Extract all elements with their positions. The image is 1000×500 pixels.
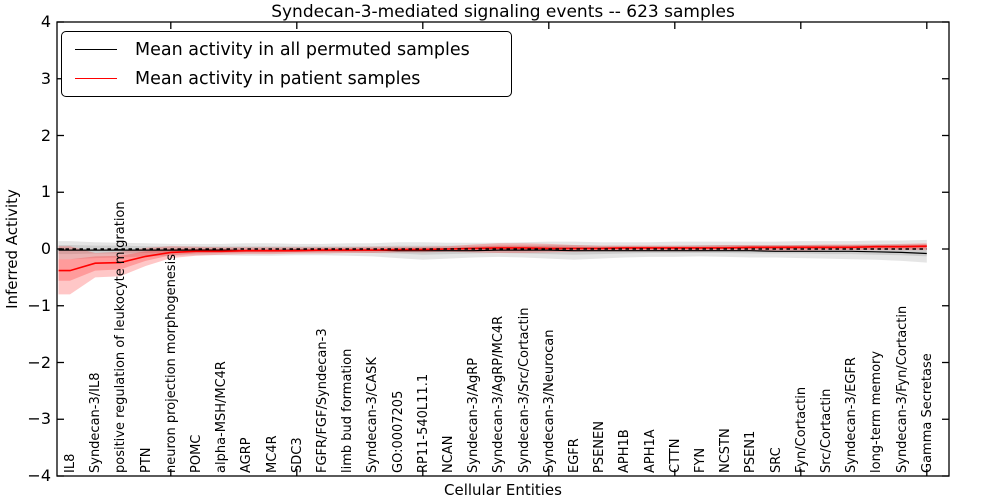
- x-tick-label: MC4R: [264, 435, 280, 473]
- legend-label-permuted: Mean activity in all permuted samples: [135, 39, 470, 60]
- chart-title: Syndecan-3-mediated signaling events -- …: [271, 2, 735, 22]
- x-tick-label: NCSTN: [718, 428, 734, 473]
- y-axis-label: Inferred Activity: [3, 189, 21, 309]
- y-tick-label: 0: [40, 239, 51, 258]
- x-tick-label: Syndecan-3/Fyn/Cortactin: [894, 305, 910, 473]
- patient-line-sample: [75, 78, 117, 79]
- x-tick-label: NCAN: [441, 435, 456, 473]
- x-tick-label: AGRP: [239, 437, 255, 473]
- y-tick-label: 1: [40, 182, 51, 202]
- x-tick-label: FGFR/FGF/Syndecan-3: [315, 328, 330, 473]
- y-tick-label: −1: [27, 295, 51, 315]
- permuted-line-sample: [75, 49, 117, 50]
- x-tick-label: CTTN: [667, 438, 683, 473]
- x-tick-label: alpha-MSH/MC4R: [214, 361, 230, 473]
- x-tick-label: APH1B: [617, 429, 633, 473]
- x-tick-label: Syndecan-3/AgRP/MC4R: [491, 315, 507, 473]
- x-tick-label: Fyn/Cortactin: [793, 386, 809, 473]
- x-tick-label: Syndecan-3/Src/Cortactin: [516, 307, 532, 473]
- x-tick-label: positive regulation of leukocyte migrati…: [113, 201, 129, 473]
- x-tick-label: EGFR: [567, 438, 582, 473]
- legend: Mean activity in all permuted samples Me…: [61, 31, 512, 97]
- x-tick-label: SRC: [768, 447, 784, 473]
- x-tick-label: GO:0007205: [390, 390, 406, 473]
- x-tick-label: PSEN1: [743, 430, 759, 473]
- x-tick-label: Syndecan-3/AgRP: [466, 357, 482, 473]
- legend-label-patient: Mean activity in patient samples: [135, 68, 421, 89]
- x-tick-label: SDC3: [289, 437, 305, 473]
- x-tick-label: long-term memory: [869, 350, 885, 473]
- legend-entry-patient: Mean activity in patient samples: [75, 68, 511, 90]
- x-tick-label: Syndecan-3/CASK: [365, 357, 381, 473]
- x-tick-label: Src/Cortactin: [819, 388, 834, 473]
- x-tick-label: IL8: [63, 453, 78, 473]
- x-tick-label: limb bud formation: [340, 348, 356, 473]
- x-tick-label: Gamma Secretase: [919, 353, 935, 473]
- x-tick-label: Syndecan-3/EGFR: [844, 357, 860, 473]
- x-tick-label: PTN: [138, 447, 154, 473]
- x-tick-label: Syndecan-3/Neurocan: [541, 329, 557, 473]
- y-tick-label: 4: [40, 12, 51, 31]
- y-tick-label: −2: [27, 352, 51, 372]
- y-tick-label: 3: [40, 68, 51, 88]
- x-tick-label: POMC: [189, 434, 204, 473]
- x-tick-label: APH1A: [642, 429, 658, 473]
- x-tick-label: FYN: [693, 447, 708, 473]
- patient-mean-line: [58, 245, 927, 272]
- y-tick-label: −4: [27, 466, 51, 485]
- y-tick-label: 2: [40, 125, 51, 145]
- permuted-mean-line: [58, 249, 927, 255]
- x-tick-label: neuron projection morphogenesis: [163, 254, 179, 473]
- x-tick-label: Syndecan-3/IL8: [88, 372, 104, 473]
- x-axis-label: Cellular Entities: [444, 481, 562, 499]
- y-tick-label: −3: [27, 409, 51, 429]
- legend-entry-permuted: Mean activity in all permuted samples: [75, 39, 511, 61]
- x-tick-label: PSENEN: [592, 421, 608, 473]
- x-tick-label: RP11-540L11.1: [415, 373, 431, 473]
